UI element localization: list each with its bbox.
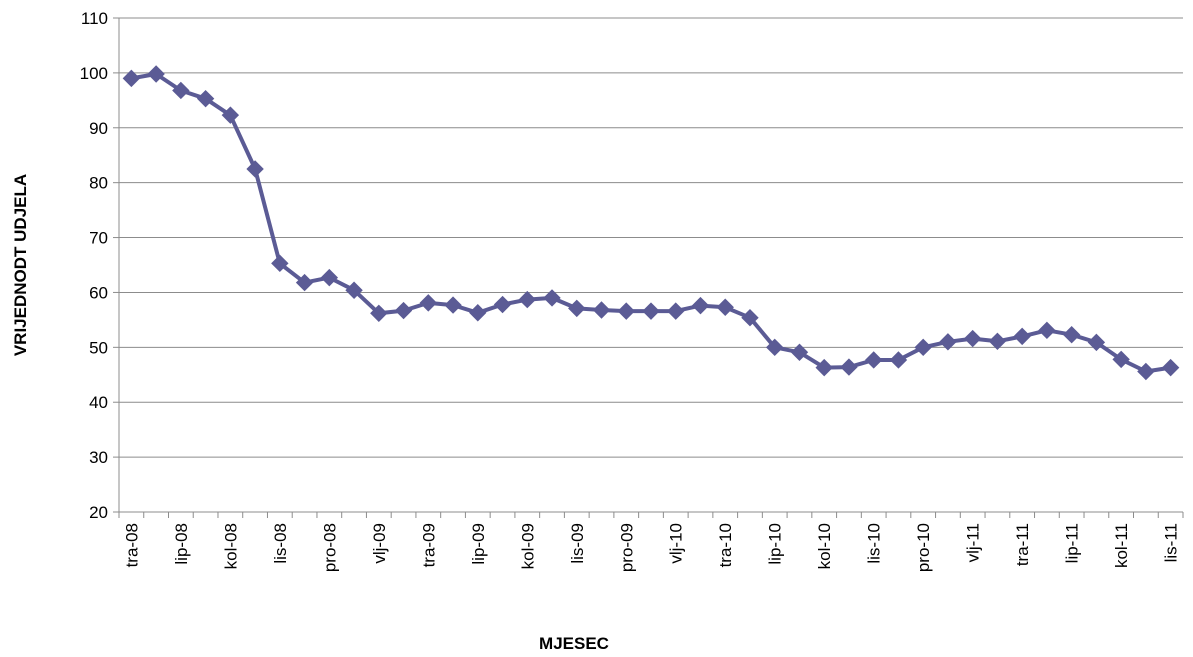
data-point: [493, 295, 512, 314]
data-point: [444, 296, 462, 314]
data-point: [1112, 350, 1130, 369]
x-tick-label: kol-08: [221, 523, 240, 569]
data-point: [172, 81, 190, 100]
data-point: [1087, 333, 1106, 352]
data-point: [394, 301, 413, 320]
y-tick-label: 40: [89, 393, 108, 412]
x-tick-label: lis-11: [1162, 523, 1181, 562]
data-point: [1062, 326, 1081, 344]
series-line: [131, 72, 1171, 374]
gridlines: [119, 17, 1183, 458]
y-tick-label: 100: [80, 64, 108, 83]
x-tick-label: pro-10: [914, 523, 933, 572]
data-point: [1137, 362, 1155, 381]
x-tick-label: lis-10: [865, 523, 884, 564]
data-point: [815, 358, 833, 377]
data-point: [889, 351, 908, 369]
x-tick-label: lip-10: [766, 523, 785, 565]
data-point: [320, 268, 339, 287]
data-point: [864, 351, 883, 369]
y-tick-label: 50: [89, 338, 108, 357]
data-point: [790, 343, 809, 361]
x-tick-label: kol-11: [1112, 523, 1131, 568]
data-point: [691, 296, 710, 315]
data-point: [988, 332, 1007, 351]
data-point: [1161, 358, 1180, 377]
x-tick-label: vlj-10: [667, 523, 686, 564]
y-tick-label: 90: [89, 119, 108, 138]
data-point: [370, 304, 388, 323]
data-point: [469, 304, 487, 322]
data-point: [295, 273, 314, 292]
data-point: [122, 69, 141, 88]
x-tick-label: tra-10: [716, 523, 735, 567]
data-point: [543, 289, 561, 307]
data-point: [147, 65, 165, 83]
data-point: [1013, 327, 1031, 346]
x-tick-label: tra-11: [1013, 523, 1032, 566]
data-point: [518, 290, 536, 309]
y-tick-label: 70: [89, 229, 108, 248]
x-tick-label: vlj-11: [964, 523, 983, 562]
x-tick-label: lip-09: [469, 523, 488, 565]
x-tick-label: pro-09: [617, 523, 636, 572]
x-tick-label: vlj-09: [370, 523, 389, 564]
y-axis-title: VRIJEDNODT UDJELA: [11, 174, 30, 356]
x-tick-label: kol-10: [815, 523, 834, 569]
data-point: [939, 333, 957, 351]
x-tick-label: lis-08: [271, 523, 290, 564]
x-tick-label: tra-09: [419, 523, 438, 567]
y-tick-label: 80: [89, 174, 108, 193]
y-tick-label: 60: [89, 283, 108, 302]
data-point: [914, 338, 932, 357]
data-point: [667, 302, 685, 320]
y-tick-labels: 20 30 40 50 60 70 80 90 100 110: [80, 9, 108, 522]
x-tick-label: pro-08: [320, 523, 339, 572]
x-axis-title: MJESEC: [539, 634, 609, 653]
data-point: [221, 106, 240, 124]
x-tick-label: kol-09: [518, 523, 537, 569]
y-tick-label: 30: [89, 448, 108, 467]
axes: [113, 17, 1184, 518]
series-group: [122, 65, 1180, 381]
data-point: [196, 89, 215, 108]
data-point: [716, 298, 734, 316]
x-tick-label: lis-09: [568, 523, 587, 564]
x-tick-label: lip-11: [1063, 523, 1082, 563]
data-point: [766, 338, 784, 357]
x-tick-label: lip-08: [172, 523, 191, 565]
data-point: [568, 299, 586, 318]
data-point: [617, 302, 635, 320]
y-tick-label: 110: [81, 9, 108, 28]
data-point: [419, 294, 438, 312]
data-point: [345, 281, 363, 299]
data-point: [642, 302, 660, 320]
data-point: [963, 329, 982, 348]
data-point: [271, 254, 289, 273]
data-point: [840, 358, 858, 376]
x-tick-labels: tra-08 lip-08 kol-08 lis-08 pro-08 vlj-09 tra-…: [122, 523, 1180, 572]
x-tick-label: tra-08: [122, 523, 141, 567]
data-point: [741, 308, 759, 327]
data-point: [592, 301, 611, 319]
y-tick-label: 20: [89, 503, 108, 522]
data-point: [246, 160, 264, 178]
data-point: [1038, 321, 1056, 340]
